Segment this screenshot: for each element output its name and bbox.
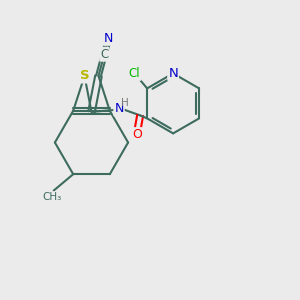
- Text: H: H: [121, 98, 129, 108]
- Text: S: S: [80, 70, 89, 83]
- Text: N: N: [168, 67, 178, 80]
- Text: N: N: [114, 103, 124, 116]
- Text: N: N: [104, 32, 113, 45]
- Text: C: C: [100, 48, 108, 61]
- Text: O: O: [132, 128, 142, 141]
- Text: CH₃: CH₃: [43, 192, 62, 202]
- Text: Cl: Cl: [129, 67, 140, 80]
